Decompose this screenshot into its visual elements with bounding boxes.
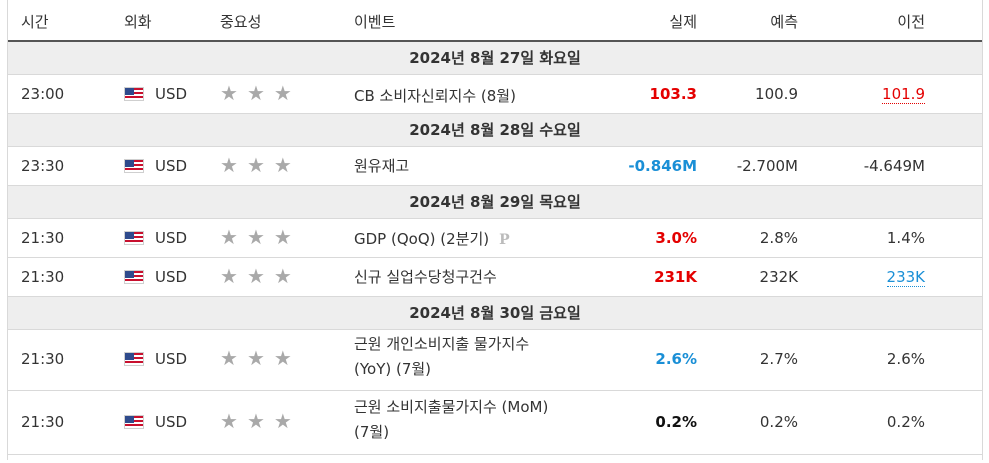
table-header: 시간 외화 중요성 이벤트 실제 예측 이전 <box>8 0 982 42</box>
header-event[interactable]: 이벤트 <box>354 13 396 31</box>
star-icon: ★ <box>273 409 292 433</box>
table-row[interactable]: 21:30 USD ★ ★ ★ GDP (QoQ) (2분기) P 3.0% 2.8%… <box>8 219 982 258</box>
event-actual: 231K <box>654 268 697 286</box>
event-actual: 0.2% <box>655 413 697 431</box>
star-icon: ★ <box>246 346 265 370</box>
table-row[interactable]: 21:30 USD ★ ★ ★ 신규 실업수당청구건수 231K 232K 233K <box>8 258 982 297</box>
importance-stars: ★ ★ ★ <box>220 411 301 432</box>
event-forecast: 232K <box>759 268 798 286</box>
event-name[interactable]: GDP (QoQ) (2분기) <box>354 230 490 248</box>
event-forecast: 2.8% <box>759 229 798 247</box>
header-importance[interactable]: 중요성 <box>220 13 262 31</box>
day-header: 2024년 8월 29일 목요일 <box>8 186 982 219</box>
star-icon: ★ <box>273 225 292 249</box>
event-time: 21:30 <box>21 229 65 247</box>
star-icon: ★ <box>220 81 238 105</box>
header-forecast[interactable]: 예측 <box>770 13 798 31</box>
event-name[interactable]: 원유재고 <box>354 157 410 175</box>
table-row[interactable]: 23:30 USD ★ ★ ★ 원유재고 -0.846M -2.700M -4.64… <box>8 147 982 186</box>
event-previous: 1.4% <box>886 229 925 247</box>
importance-stars: ★ ★ ★ <box>220 83 301 104</box>
star-icon: ★ <box>273 264 292 288</box>
event-previous: 2.6% <box>886 350 925 368</box>
event-name[interactable]: 근원 소비지출물가지수 (MoM) (7월) <box>354 398 549 441</box>
header-previous[interactable]: 이전 <box>897 13 925 31</box>
header-actual[interactable]: 실제 <box>669 13 697 31</box>
economic-calendar: 시간 외화 중요성 이벤트 실제 예측 이전 2024년 8월 27일 화요일 … <box>7 0 983 460</box>
event-actual: -0.846M <box>628 157 697 175</box>
importance-stars: ★ ★ ★ <box>220 155 301 176</box>
importance-stars: ★ ★ ★ <box>220 227 301 248</box>
event-previous-revised[interactable]: 101.9 <box>882 85 925 104</box>
star-icon: ★ <box>273 81 292 105</box>
event-currency: USD <box>124 350 187 368</box>
day-header: 2024년 8월 27일 화요일 <box>8 42 982 75</box>
event-previous: -4.649M <box>863 157 925 175</box>
event-previous-revised[interactable]: 233K <box>886 268 925 287</box>
event-currency: USD <box>124 413 187 431</box>
star-icon: ★ <box>220 409 238 433</box>
event-name[interactable]: CB 소비자신뢰지수 (8월) <box>354 87 516 105</box>
event-actual: 103.3 <box>649 85 697 103</box>
event-currency: USD <box>124 229 187 247</box>
us-flag-icon <box>124 231 144 245</box>
us-flag-icon <box>124 352 144 366</box>
star-icon: ★ <box>246 264 265 288</box>
event-currency: USD <box>124 268 187 286</box>
event-actual: 3.0% <box>655 229 697 247</box>
star-icon: ★ <box>246 81 265 105</box>
star-icon: ★ <box>246 225 265 249</box>
event-time: 21:30 <box>21 268 65 286</box>
event-time: 21:30 <box>21 350 65 368</box>
event-name[interactable]: 신규 실업수당청구건수 <box>354 268 497 286</box>
header-time[interactable]: 시간 <box>21 13 49 31</box>
event-time: 23:30 <box>21 157 65 175</box>
star-icon: ★ <box>220 153 238 177</box>
event-time: 23:00 <box>21 85 65 103</box>
star-icon: ★ <box>273 153 292 177</box>
us-flag-icon <box>124 159 144 173</box>
header-currency[interactable]: 외화 <box>124 13 152 31</box>
importance-stars: ★ ★ ★ <box>220 266 301 287</box>
star-icon: ★ <box>273 346 292 370</box>
star-icon: ★ <box>220 346 238 370</box>
event-previous: 0.2% <box>886 413 925 431</box>
table-row[interactable]: 21:30 USD ★ ★ ★ 근원 소비지출물가지수 (MoM) (7월) 0.2%… <box>8 391 982 455</box>
star-icon: ★ <box>246 409 265 433</box>
star-icon: ★ <box>220 225 238 249</box>
event-time: 21:30 <box>21 413 65 431</box>
star-icon: ★ <box>246 153 265 177</box>
event-currency: USD <box>124 157 187 175</box>
event-forecast: -2.700M <box>736 157 798 175</box>
day-header: 2024년 8월 30일 금요일 <box>8 297 982 330</box>
event-actual: 2.6% <box>655 350 697 368</box>
us-flag-icon <box>124 415 144 429</box>
event-name-cell[interactable]: GDP (QoQ) (2분기) P <box>354 228 510 249</box>
event-forecast: 0.2% <box>759 413 798 431</box>
table-row[interactable]: 21:30 USD ★ ★ ★ 근원 개인소비지출 물가지수 (YoY) (7월) 2… <box>8 330 982 391</box>
event-currency: USD <box>124 85 187 103</box>
event-forecast: 100.9 <box>755 85 798 103</box>
preliminary-badge-icon: P <box>499 232 510 248</box>
importance-stars: ★ ★ ★ <box>220 348 301 369</box>
table-row[interactable]: 23:00 USD ★ ★ ★ CB 소비자신뢰지수 (8월) 103.3 100.… <box>8 75 982 114</box>
star-icon: ★ <box>220 264 238 288</box>
day-header: 2024년 8월 28일 수요일 <box>8 114 982 147</box>
us-flag-icon <box>124 87 144 101</box>
event-name[interactable]: 근원 개인소비지출 물가지수 (YoY) (7월) <box>354 335 530 378</box>
event-forecast: 2.7% <box>759 350 798 368</box>
us-flag-icon <box>124 270 144 284</box>
